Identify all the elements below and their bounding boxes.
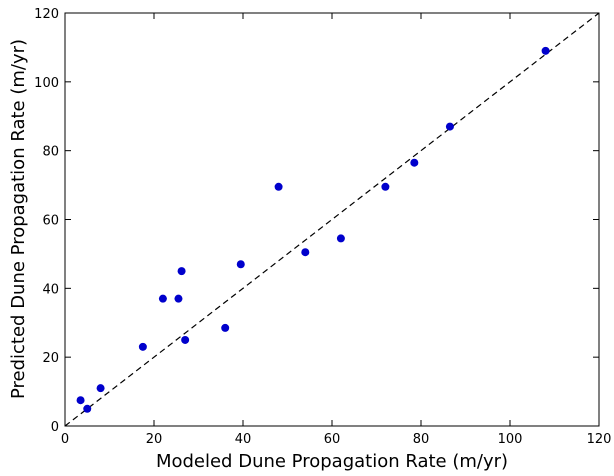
- x-tick-label: 0: [61, 432, 69, 447]
- data-point: [177, 267, 186, 276]
- data-point: [221, 323, 230, 332]
- data-point: [236, 260, 245, 269]
- y-tick-label: 40: [42, 282, 59, 297]
- x-tick-label: 40: [235, 432, 252, 447]
- data-point: [83, 404, 92, 413]
- data-point: [274, 182, 283, 191]
- data-point: [76, 396, 85, 405]
- data-point: [541, 46, 550, 55]
- data-point: [174, 294, 183, 303]
- y-tick-label: 120: [34, 7, 59, 22]
- x-tick-label: 80: [413, 432, 430, 447]
- y-tick-label: 80: [42, 145, 59, 160]
- data-point: [301, 248, 310, 257]
- x-tick-label: 120: [587, 432, 612, 447]
- x-axis-label: Modeled Dune Propagation Rate (m/yr): [156, 451, 508, 472]
- y-axis-label: Predicted Dune Propagation Rate (m/yr): [8, 39, 29, 399]
- y-tick-label: 0: [51, 420, 59, 435]
- x-tick-label: 100: [498, 432, 523, 447]
- x-tick-label: 60: [324, 432, 341, 447]
- plot-area: 0 20 40 60 80 100 120 0 20 40 60 80 100 120: [34, 7, 611, 447]
- data-point: [381, 182, 390, 191]
- data-point: [445, 122, 454, 131]
- x-tick-label: 20: [146, 432, 163, 447]
- data-point: [336, 234, 345, 243]
- y-tick-label: 100: [34, 76, 59, 91]
- data-point: [181, 335, 190, 344]
- data-point: [138, 342, 147, 351]
- one-to-one-reference-line: [64, 12, 600, 427]
- y-tick-label: 20: [42, 351, 59, 366]
- data-point: [158, 294, 167, 303]
- y-tick-label: 60: [42, 214, 59, 229]
- data-point: [410, 158, 419, 167]
- data-point: [96, 384, 105, 393]
